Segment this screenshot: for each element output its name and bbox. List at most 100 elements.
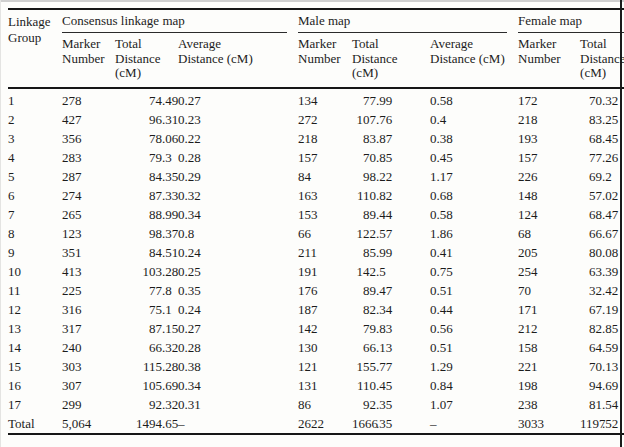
cell-male-marker-number: 191 <box>298 262 352 281</box>
cell-consensus-total-distance: 87.33 <box>115 186 178 205</box>
table-row: 16 307 105.69 0.34 131 110.45 0.84 198 9… <box>8 376 624 395</box>
cell-consensus-total-distance: 66.32 <box>115 338 178 357</box>
cell-male-average-distance: 0.68 <box>430 186 518 205</box>
cell-male-total-distance: 82.34 <box>352 300 430 319</box>
cell-linkage-group: 1 <box>8 88 62 110</box>
integer-part: 98 <box>352 167 376 186</box>
table-row: 8 123 98.37 0.8 66 122.57 1.86 68 66.67 <box>8 224 624 243</box>
header-group-consensus-label: Consensus linkage map <box>62 10 287 33</box>
cell-female-marker-number: 3033 <box>518 414 580 434</box>
table-row: 3 356 78.06 0.22 218 83.87 0.38 193 68.4… <box>8 129 624 148</box>
linkage-map-table: Linkage Group Consensus linkage map Male… <box>8 8 624 435</box>
integer-part: 142 <box>352 262 376 281</box>
cell-linkage-group: 16 <box>8 376 62 395</box>
cell-consensus-marker-number: 356 <box>62 129 115 148</box>
cell-consensus-total-distance: 78.06 <box>115 129 178 148</box>
cell-male-average-distance: 0.51 <box>430 338 518 357</box>
cell-male-total-distance: 66.13 <box>352 338 430 357</box>
cell-male-average-distance: 1.07 <box>430 395 518 414</box>
fraction-part: .44 <box>376 207 392 222</box>
cell-female-total-distance: 32.42 <box>580 281 624 300</box>
integer-part: 105 <box>115 376 162 395</box>
cell-consensus-marker-number: 351 <box>62 243 115 262</box>
header-consensus-marker-number: Marker Number <box>62 33 115 88</box>
fraction-part: .85 <box>376 150 392 165</box>
cell-female-marker-number: 254 <box>518 262 580 281</box>
cell-linkage-group: 7 <box>8 205 62 224</box>
paper-table-page: Linkage Group Consensus linkage map Male… <box>0 0 624 447</box>
cell-consensus-average-distance: 0.27 <box>178 88 298 110</box>
cell-linkage-group: 9 <box>8 243 62 262</box>
fraction-part: .34 <box>376 302 392 317</box>
cell-female-marker-number: 158 <box>518 338 580 357</box>
fraction-part: .54 <box>602 397 618 412</box>
cell-male-total-distance: 70.85 <box>352 148 430 167</box>
cell-linkage-group: 6 <box>8 186 62 205</box>
cell-female-total-distance: 63.39 <box>580 262 624 281</box>
cell-male-marker-number: 163 <box>298 186 352 205</box>
integer-part: 83 <box>580 110 602 129</box>
cell-consensus-average-distance: 0.38 <box>178 357 298 376</box>
cell-consensus-average-distance: 0.28 <box>178 148 298 167</box>
integer-part: 66 <box>580 224 602 243</box>
cell-female-total-distance: 82.85 <box>580 319 624 338</box>
cell-consensus-marker-number: 316 <box>62 300 115 319</box>
cell-female-total-distance: 66.67 <box>580 224 624 243</box>
fraction-part: .76 <box>376 112 392 127</box>
cell-female-marker-number: 68 <box>518 224 580 243</box>
header-male-total-distance: Total Distance (cM) <box>352 33 430 88</box>
fraction-part: .82 <box>376 188 392 203</box>
fraction-part: .51 <box>162 245 178 260</box>
cell-linkage-group: 5 <box>8 167 62 186</box>
integer-part: 68 <box>580 129 602 148</box>
fraction-part: .45 <box>376 378 392 393</box>
integer-part: 92 <box>115 395 162 414</box>
fraction-part: .37 <box>162 226 178 241</box>
cell-consensus-total-distance: 84.35 <box>115 167 178 186</box>
cell-consensus-average-distance: 0.8 <box>178 224 298 243</box>
cell-male-marker-number: 130 <box>298 338 352 357</box>
fraction-part: .83 <box>376 321 392 336</box>
cell-male-total-distance: 155.77 <box>352 357 430 376</box>
cell-female-marker-number: 172 <box>518 88 580 110</box>
fraction-part: .57 <box>376 226 392 241</box>
cell-consensus-average-distance: 0.25 <box>178 262 298 281</box>
table-row: 10 413 103.28 0.25 191 142.5 0.75 254 63… <box>8 262 624 281</box>
integer-part: 92 <box>352 395 376 414</box>
integer-part: 32 <box>580 281 602 300</box>
cell-linkage-group: 13 <box>8 319 62 338</box>
integer-part: 115 <box>115 357 162 376</box>
fraction-part: .69 <box>602 378 618 393</box>
cell-linkage-group: 14 <box>8 338 62 357</box>
table-row: 5 287 84.35 0.29 84 98.22 1.17 226 69.2 <box>8 167 624 186</box>
cell-male-marker-number: 86 <box>298 395 352 414</box>
fraction-part: .67 <box>602 226 618 241</box>
cell-consensus-average-distance: 0.32 <box>178 186 298 205</box>
fraction-part: .06 <box>162 131 178 146</box>
table-row: 13 317 87.15 0.27 142 79.83 0.56 212 82.… <box>8 319 624 338</box>
cell-female-total-distance: 57.02 <box>580 186 624 205</box>
header-group-male: Male map <box>298 9 518 33</box>
cell-male-average-distance: 0.58 <box>430 205 518 224</box>
cell-consensus-average-distance: 0.24 <box>178 243 298 262</box>
table-row: 6 274 87.33 0.32 163 110.82 0.68 148 57.… <box>8 186 624 205</box>
cell-female-marker-number: 148 <box>518 186 580 205</box>
cell-consensus-average-distance: 0.22 <box>178 129 298 148</box>
cell-female-total-distance: 64.59 <box>580 338 624 357</box>
cell-male-average-distance: 0.51 <box>430 281 518 300</box>
integer-part: 98 <box>115 224 162 243</box>
cell-male-marker-number: 121 <box>298 357 352 376</box>
cell-male-marker-number: 218 <box>298 129 352 148</box>
header-group-consensus: Consensus linkage map <box>62 9 298 33</box>
fraction-part: .22 <box>376 169 392 184</box>
cell-linkage-group: 12 <box>8 300 62 319</box>
cell-male-average-distance: 1.17 <box>430 167 518 186</box>
header-group-female: Female map <box>518 9 624 33</box>
header-group-female-label: Female map <box>518 10 624 33</box>
integer-part: 63 <box>580 262 602 281</box>
fraction-part: .35 <box>376 416 392 431</box>
cell-consensus-total-distance: 105.69 <box>115 376 178 395</box>
fraction-part: .02 <box>602 188 618 203</box>
cell-linkage-group: 15 <box>8 357 62 376</box>
cell-female-total-distance: 77.26 <box>580 148 624 167</box>
